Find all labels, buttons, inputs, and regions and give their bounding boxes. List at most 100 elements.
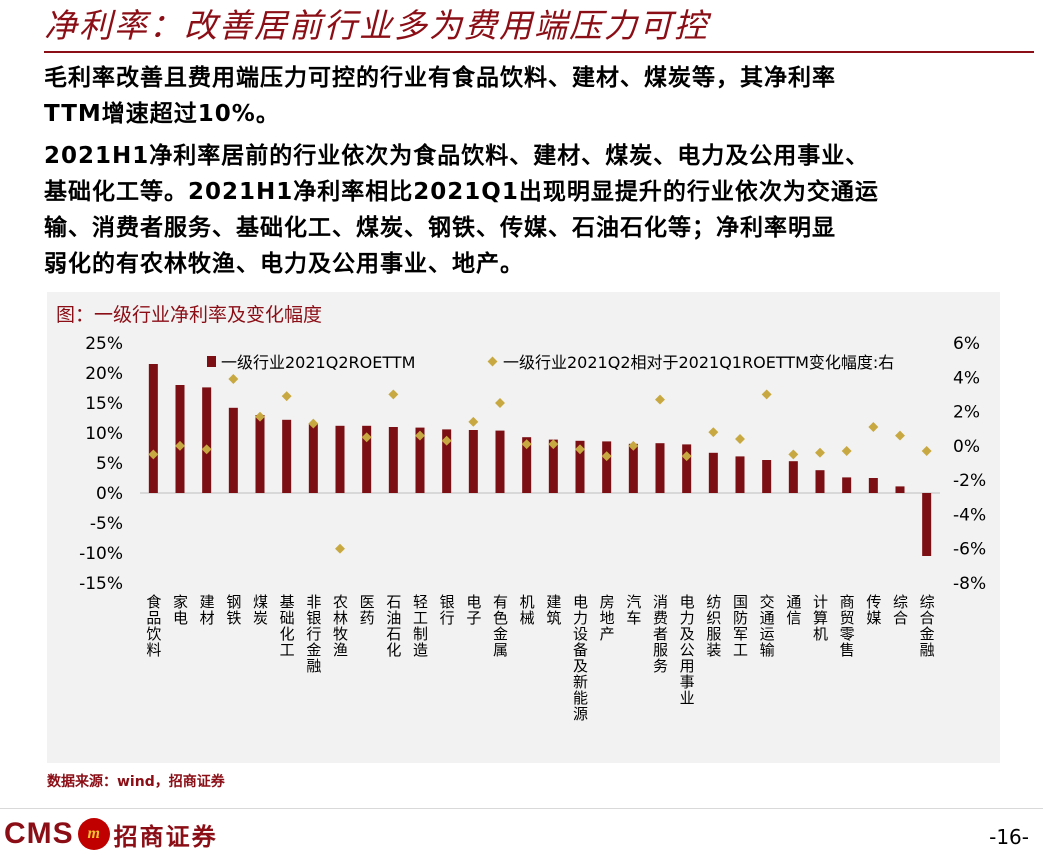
chart-container: 图：一级行业净利率及变化幅度 -15% -10% -5% 0% 5% 10% 15% 20% 2… [47, 292, 1000, 763]
scatter-point [175, 440, 185, 451]
category-tick-label: 家电 [171, 594, 189, 626]
bar [148, 364, 158, 493]
left-axis-tick-label: -10% [79, 544, 123, 564]
left-axis-tick-label: -5% [90, 514, 123, 534]
category-tick-label: 建筑 [544, 594, 562, 626]
logo-chinese-name: 招商证券 [113, 821, 218, 851]
bar [842, 477, 852, 493]
bar [922, 493, 932, 556]
scatter-point [281, 391, 292, 402]
scatter-point [388, 389, 399, 400]
category-tick-label: 综合金融 [918, 594, 936, 658]
category-tick-label: 电子 [464, 594, 482, 626]
scatter-point [735, 434, 745, 444]
legend-scatter-swatch [487, 356, 498, 367]
category-tick-label: 食品饮料 [144, 594, 162, 658]
bar [362, 425, 372, 493]
left-axis-tick-label: 20% [85, 364, 123, 384]
category-tick-label: 非银行金融 [304, 594, 322, 674]
paragraph-2: 2021H1净利率居前的行业依次为食品饮料、建材、煤炭、电力及公用事业、 基础化… [44, 138, 1036, 282]
category-tick-label: 交通运输 [758, 593, 776, 658]
bar [388, 427, 398, 493]
paragraph-line: 毛利率改善且费用端压力可控的行业有食品饮料、建材、煤炭等，其净利率 [44, 65, 836, 91]
bar [335, 425, 345, 493]
category-tick-label: 商贸零售 [838, 594, 856, 658]
left-axis-tick-label: 15% [85, 394, 123, 414]
bar [788, 461, 798, 493]
scatter-point [228, 374, 239, 384]
scatter-point [335, 543, 345, 554]
category-tick-label: 纺织服装 [704, 594, 722, 658]
logo-emblem-icon: m [77, 818, 110, 850]
bar [895, 486, 905, 493]
bar [655, 443, 665, 493]
category-tick-label: 传媒 [864, 594, 882, 626]
scatter-point [655, 394, 665, 405]
title-divider [44, 51, 1034, 53]
bar [628, 443, 638, 493]
page-title: 净利率：改善居前行业多为费用端压力可控 [44, 6, 709, 45]
scatter-point [495, 398, 505, 408]
category-tick-label: 农林牧渔 [331, 594, 349, 658]
legend-bar-label: 一级行业2021Q2ROETTM [221, 353, 415, 372]
bar [522, 437, 532, 493]
scatter-point [761, 389, 772, 400]
paragraph-line: 弱化的有农林牧渔、电力及公用事业、地产。 [44, 251, 524, 277]
right-axis-tick-label: -2% [953, 471, 986, 491]
chart-caption: 图：一级行业净利率及变化幅度 [56, 304, 323, 326]
right-axis-tick-label: -8% [953, 574, 986, 594]
category-tick-label: 煤炭 [251, 594, 269, 626]
category-tick-label: 基础化工 [278, 594, 296, 658]
scatter-point [441, 435, 452, 446]
category-tick-label: 电力及公用事业 [678, 594, 696, 706]
scatter-point [601, 451, 612, 462]
paragraph-line: TTM增速超过10%。 [44, 101, 280, 127]
category-tick-label: 房地产 [598, 594, 616, 642]
right-axis-tick-label: -4% [953, 505, 986, 525]
scatter-point [868, 422, 879, 432]
footer-divider [0, 808, 1043, 809]
category-tick-label: 钢铁 [224, 594, 242, 626]
category-tick-label: 银行 [438, 594, 456, 626]
logo-text: CMS [4, 817, 74, 850]
left-axis-tick-label: 5% [96, 454, 123, 474]
bar [868, 478, 878, 493]
paragraph-line: 输、消费者服务、基础化工、煤炭、钢铁、传媒、石油石化等；净利率明显 [44, 215, 836, 241]
scatter-point [921, 446, 932, 456]
bar [762, 460, 772, 493]
bar [495, 430, 505, 493]
page-number: -16- [989, 825, 1029, 849]
legend-bar-swatch [207, 356, 216, 367]
scatter-point [201, 444, 212, 455]
bar [175, 385, 185, 493]
bar [468, 430, 478, 493]
scatter-point [708, 427, 719, 438]
bar [228, 407, 238, 493]
category-tick-label: 建材 [198, 594, 216, 626]
category-tick-label: 国防军工 [731, 594, 749, 658]
right-axis-tick-label: 0% [953, 437, 980, 457]
company-logo: CMS m 招商证券 [4, 816, 218, 852]
left-axis-tick-label: -15% [79, 574, 123, 594]
right-axis-tick-label: -6% [953, 540, 986, 560]
right-axis-tick-label: 6% [953, 334, 980, 354]
paragraph-1: 毛利率改善且费用端压力可控的行业有食品饮料、建材、煤炭等，其净利率 TTM增速超… [44, 60, 1036, 132]
bar [442, 429, 452, 493]
legend-scatter-label: 一级行业2021Q2相对于2021Q1ROETTM变化幅度:右 [503, 353, 894, 372]
bar [548, 439, 558, 493]
scatter-point [415, 430, 425, 441]
scatter-point [628, 440, 639, 451]
bar [735, 456, 745, 493]
category-tick-label: 有色金属 [491, 594, 509, 658]
category-tick-label: 轻工制造 [411, 594, 429, 658]
left-axis-tick-label: 0% [96, 484, 123, 504]
bar [602, 441, 612, 493]
bar [202, 387, 212, 493]
category-tick-label: 通信 [784, 594, 802, 626]
right-axis-tick-label: 4% [953, 368, 980, 388]
category-tick-label: 计算机 [811, 594, 829, 642]
scatter-point [841, 446, 852, 456]
scatter-point [815, 447, 825, 458]
bar [415, 427, 425, 493]
data-source: 数据来源：wind，招商证券 [47, 774, 225, 790]
